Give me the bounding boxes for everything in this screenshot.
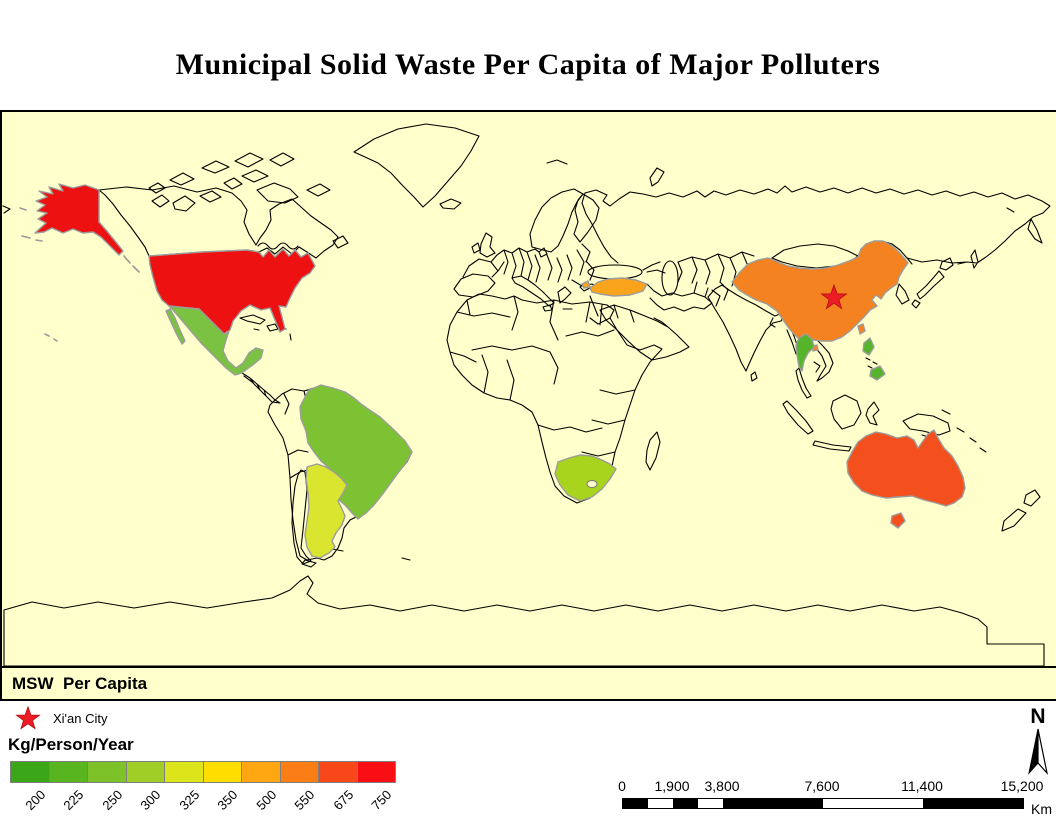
outline-chile [291,469,312,565]
scalebar-tick: 0 [618,778,626,794]
xian-city-legend-label: Xi'an City [53,711,108,726]
outline-new-zealand [1001,489,1041,532]
xian-star-legend-icon [15,705,41,730]
outline-india [707,284,788,382]
world-map [2,112,1056,666]
outline-pacific-islands [921,409,987,453]
legend-swatch [49,762,88,782]
lesotho-hole [586,480,598,488]
country-australia [846,429,966,507]
map-frame: MSW Per Capita [0,110,1056,701]
outline-greenland [353,123,480,208]
page-title: Municipal Solid Waste Per Capita of Majo… [175,48,881,81]
north-arrow-label: N [1030,705,1046,728]
country-mexico [165,305,264,376]
legend-swatch [242,762,281,782]
legend-swatch [126,762,165,782]
legend-swatch [203,762,242,782]
country-china [731,240,909,342]
country-argentina [304,463,348,559]
country-turkey [581,277,648,297]
legend-swatch [165,762,204,782]
ocean-background [2,112,1056,666]
legend-swatch [319,762,358,782]
country-taiwan [857,323,866,335]
legend-swatch [88,762,127,782]
outline-scandinavia [529,159,600,258]
outline-uk-ireland [471,232,496,258]
map-footer-label: MSW Per Capita [2,666,1056,699]
scalebar-tick: 1,900 [654,778,690,794]
scalebar-unit-label: Km [1031,801,1052,816]
outline-korea-japan [895,257,954,309]
outline-caspian-sea [661,260,679,296]
legend-units-label: Kg/Person/Year [8,735,134,754]
xian-city-star [820,283,848,310]
country-philippines [862,337,886,381]
country-tasmania [890,512,906,529]
scalebar [622,798,1024,809]
scalebar-tick: 15,200 [1000,778,1044,794]
country-south-africa [554,454,617,502]
north-arrow-icon [1028,728,1049,776]
outline-great-lakes [257,242,299,250]
scalebar-tick: 11,400 [901,778,943,794]
legend-swatch [11,762,50,782]
legend-color-ramp [10,761,396,783]
outline-newfoundland [332,235,349,249]
scalebar-tick: 7,600 [804,778,840,794]
outline-iceland [439,198,462,210]
legend-swatch [280,762,319,782]
country-brazil [299,384,413,520]
country-alaska [34,183,124,256]
outline-madagascar [645,431,661,471]
country-thailand [795,333,815,372]
outline-antarctica [3,575,1045,666]
outline-africa [446,293,663,504]
legend-swatch [357,762,395,782]
outline-arctic-islands [148,152,331,212]
scalebar-tick: 3,800 [704,778,740,794]
